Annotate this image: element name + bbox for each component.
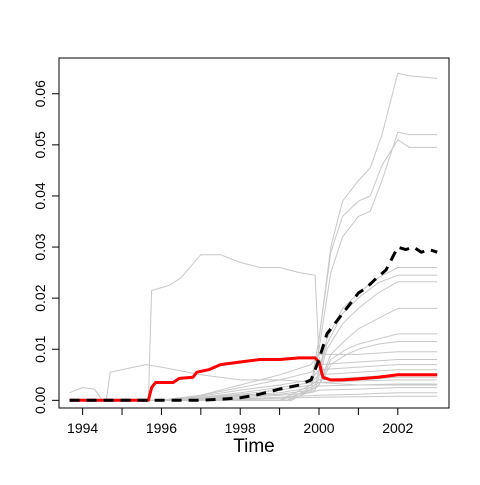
- x-tick-label: 1996: [146, 420, 177, 436]
- y-tick-label: 0.01: [32, 335, 48, 362]
- x-axis: 1994 1996 1998 2000 2002: [67, 407, 414, 436]
- series-line-gray: [69, 274, 438, 401]
- y-tick-label: 0.04: [32, 182, 48, 209]
- y-axis: 0.00 0.01 0.02 0.03 0.04 0.05 0.06: [32, 80, 60, 414]
- x-tick-label: 1998: [225, 420, 256, 436]
- series-layer: [69, 72, 438, 402]
- series-line-gray: [69, 364, 438, 401]
- series-line-gray: [69, 139, 438, 401]
- x-tick-label: 2000: [303, 420, 334, 436]
- y-tick-label: 0.02: [32, 284, 48, 311]
- x-tick-label: 1994: [67, 420, 98, 436]
- y-tick-label: 0.06: [32, 80, 48, 107]
- y-tick-label: 0.03: [32, 233, 48, 260]
- y-tick-label: 0.05: [32, 131, 48, 158]
- series-line-red: [69, 356, 438, 402]
- x-tick-label: 2002: [382, 420, 413, 436]
- y-tick-label: 0.00: [32, 386, 48, 413]
- x-axis-title: Time: [233, 436, 275, 457]
